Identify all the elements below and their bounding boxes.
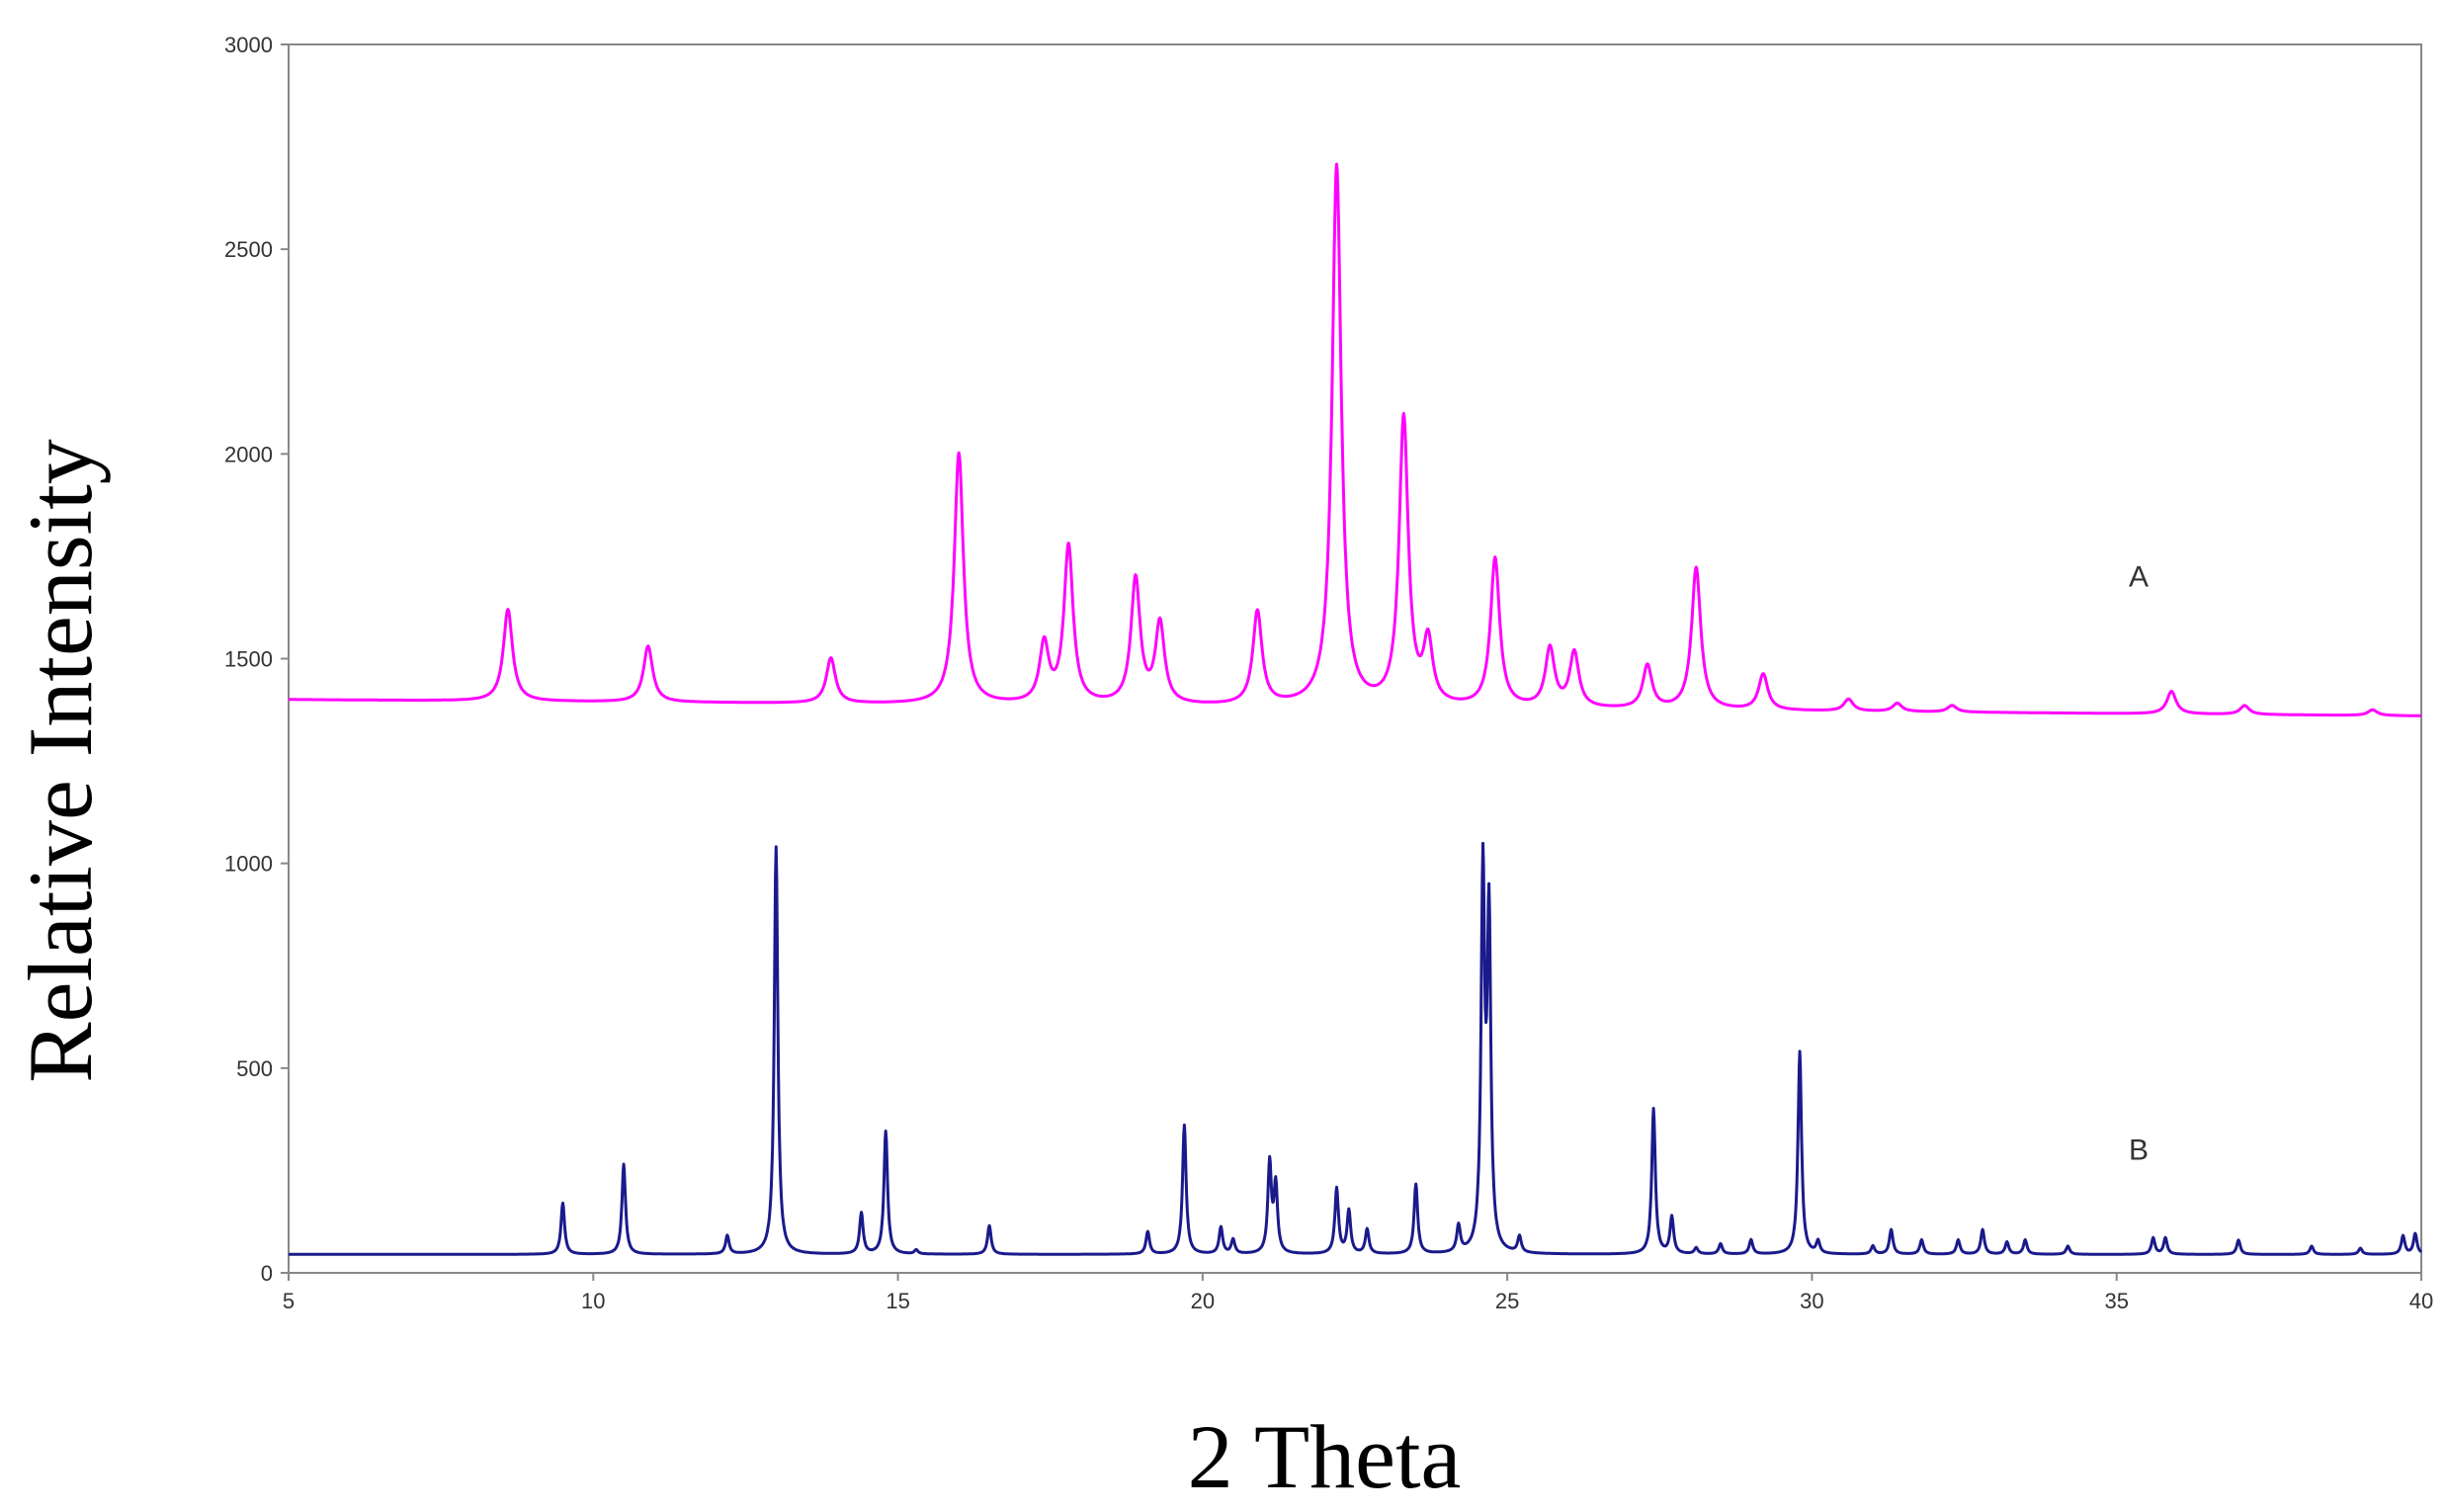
series-labels: AB (2129, 561, 2149, 1167)
x-tick-label: 15 (886, 1289, 909, 1313)
x-tick-label: 35 (2104, 1289, 2128, 1313)
x-axis-ticks: 5 10 15 20 25 30 35 40 (283, 1273, 2433, 1313)
x-axis-title: 2 Theta (1188, 1406, 1462, 1507)
y-axis-ticks: 0 500 1000 1500 2000 2500 3000 (224, 33, 289, 1286)
x-tick-label: 5 (283, 1289, 295, 1313)
y-tick-label: 1000 (224, 852, 273, 877)
y-tick-label: 1500 (224, 647, 273, 672)
y-tick-label: 0 (261, 1261, 273, 1286)
x-tick-label: 10 (581, 1289, 605, 1313)
x-tick-label: 30 (1800, 1289, 1823, 1313)
y-tick-label: 2000 (224, 442, 273, 466)
y-tick-label: 3000 (224, 33, 273, 57)
series-label-b: B (2129, 1134, 2149, 1167)
y-tick-label: 500 (236, 1056, 273, 1081)
series-group (288, 162, 2422, 1256)
series-line-b (288, 841, 2422, 1256)
series-line-a (288, 162, 2422, 717)
y-tick-label: 2500 (224, 237, 273, 262)
x-tick-label: 25 (1495, 1289, 1519, 1313)
series-label-a: A (2129, 561, 2149, 594)
y-axis-title: Relative Intensity (10, 439, 111, 1083)
x-tick-label: 40 (2409, 1289, 2433, 1313)
x-tick-label: 20 (1191, 1289, 1215, 1313)
